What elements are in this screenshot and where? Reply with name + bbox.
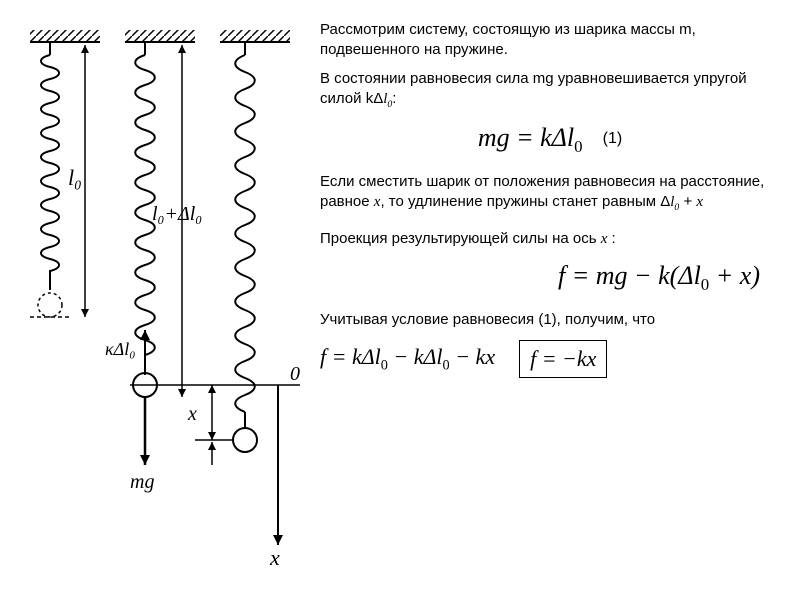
label-kdl0: κΔl₀	[105, 339, 135, 359]
equation-3: f = kΔl0 − kΔl0 − kx	[320, 343, 495, 375]
label-mg: mg	[130, 471, 154, 493]
p5-text: Учитывая условие равновесия (1), получим…	[320, 311, 655, 328]
eq3-b: − kΔl	[388, 344, 443, 369]
eq2-sub: 0	[701, 275, 709, 294]
label-x: x	[187, 403, 197, 425]
eq1-main: mg = kΔl	[478, 123, 574, 152]
p3c-text: +	[679, 193, 696, 210]
eq2-tail: + x)	[709, 261, 760, 290]
paragraph-4: Проекция результирующей силы на ось x :	[320, 229, 780, 250]
spring-3	[233, 42, 257, 452]
paragraph-3: Если сместить шарик от положения равнове…	[320, 172, 780, 214]
label-xaxis: x	[269, 545, 280, 570]
p1-text: Рассмотрим систему, состоящую из шарика …	[320, 21, 696, 58]
p4a-text: Проекция результирующей силы на ось	[320, 230, 601, 247]
eq3-s1: 0	[381, 357, 388, 373]
eq3-c: − kx	[450, 344, 495, 369]
paragraph-5: Учитывая условие равновесия (1), получим…	[320, 310, 780, 330]
label-l0: l₀	[68, 165, 82, 190]
paragraph-1: Рассмотрим систему, состоящую из шарика …	[320, 20, 780, 59]
p3-x2: x	[696, 194, 703, 210]
slide-container: l₀ κΔl₀ mg l₀+Δl₀	[20, 20, 780, 580]
p4b-text: :	[607, 230, 615, 247]
eq1-sub: 0	[574, 137, 582, 156]
equation-4-box: f = −kx	[519, 340, 607, 379]
equation-4: f = −kx	[530, 346, 596, 371]
p2b-text: :	[392, 90, 396, 107]
eq1-number: (1)	[603, 129, 623, 150]
paragraph-2: В состоянии равновесия сила mg уравновеш…	[320, 69, 780, 111]
eq3-s2: 0	[443, 357, 450, 373]
equation-2-row: f = mg − k(Δl0 + x)	[320, 259, 780, 296]
equation-1-row: mg = kΔl0 (1)	[320, 121, 780, 158]
diagram-column: l₀ κΔl₀ mg l₀+Δl₀	[20, 20, 310, 580]
equation-1: mg = kΔl0	[478, 121, 583, 158]
equation-3-row: f = kΔl0 − kΔl0 − kx f = −kx	[320, 340, 780, 379]
spring-diagram: l₀ κΔl₀ mg l₀+Δl₀	[20, 20, 310, 580]
label-zero: 0	[290, 363, 300, 385]
equation-2: f = mg − k(Δl0 + x)	[558, 259, 760, 296]
spring-1	[30, 42, 70, 317]
text-column: Рассмотрим систему, состоящую из шарика …	[310, 20, 780, 580]
eq2-main: f = mg − k(Δl	[558, 261, 701, 290]
label-l0dl0: l₀+Δl₀	[152, 203, 202, 225]
p3b-text: , то удлинение пружины станет равным Δ	[380, 193, 670, 210]
eq3-a: f = kΔl	[320, 344, 381, 369]
